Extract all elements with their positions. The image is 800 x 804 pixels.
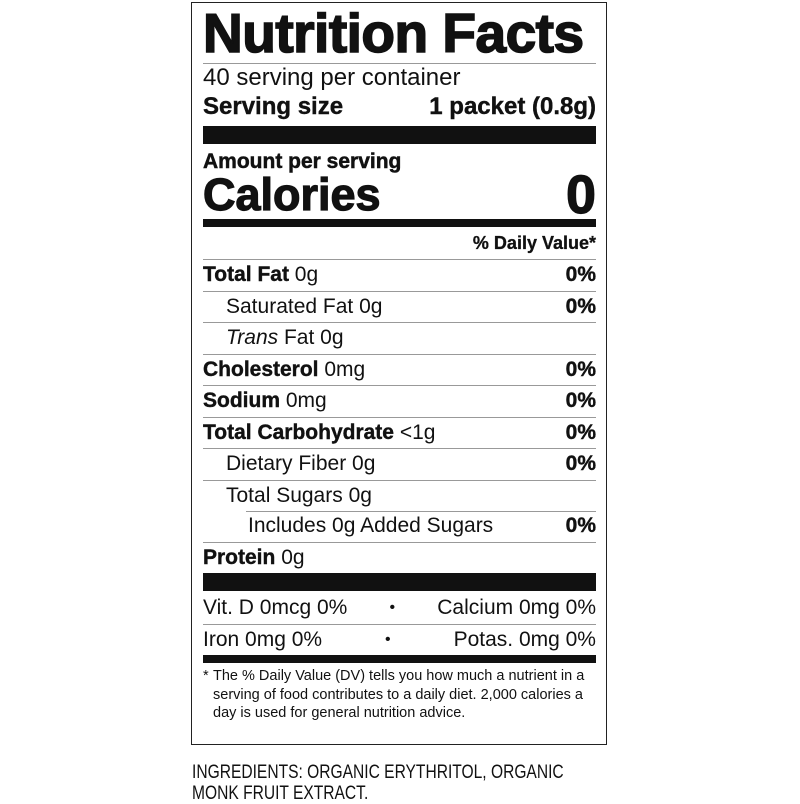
nutrient-dv: 0%	[565, 420, 596, 444]
label-title: Nutrition Facts	[202, 2, 585, 64]
calcium: Calcium 0mg 0%	[437, 595, 596, 619]
nutrient-dv: 0%	[565, 294, 596, 318]
nutrient-name: Dietary Fiber	[226, 452, 347, 476]
footnote-text: The % Daily Value (DV) tells you how muc…	[213, 668, 585, 721]
nutrient-row-total-carbohydrate: Total Carbohydrate <1g 0%	[203, 416, 596, 449]
serving-size-value: 1 packet (0.8g)	[429, 93, 596, 120]
nutrient-amount: 0g	[352, 452, 376, 476]
nutrient-row-total-sugars: Total Sugars 0g	[203, 479, 596, 512]
nutrient-dv: 0%	[565, 389, 596, 413]
nutrient-dv: 0%	[565, 357, 596, 381]
serving-size: Serving size 1 packet (0.8g)	[203, 92, 596, 126]
nutrient-row-saturated-fat: Saturated Fat 0g 0%	[203, 290, 596, 323]
divider	[203, 624, 596, 625]
nutrient-amount: 0g	[294, 263, 319, 287]
nutrient-amount: <1g	[399, 420, 436, 444]
bullet-separator: •	[389, 598, 396, 616]
nutrient-name: Protein	[203, 545, 276, 569]
footnote: * The % Daily Value (DV) tells you how m…	[203, 663, 596, 723]
calories-value: 0	[565, 165, 596, 225]
servings-per-container: 40 serving per container	[203, 64, 461, 91]
nutrient-row-cholesterol: Cholesterol 0mg 0%	[203, 353, 596, 386]
calories-label: Calories	[202, 169, 381, 220]
nutrient-name: Includes 0g Added Sugars	[248, 514, 494, 538]
nutrient-name-rest: Fat	[283, 326, 315, 350]
iron: Iron 0mg 0%	[203, 628, 323, 651]
medium-divider	[203, 655, 596, 663]
nutrient-name: Sodium	[203, 389, 280, 413]
nutrient-amount: 0g	[281, 545, 305, 569]
nutrient-dv: 0%	[565, 514, 596, 538]
vitamin-d: Vit. D 0mcg 0%	[203, 595, 348, 619]
nutrient-name: Total Sugars	[226, 483, 343, 507]
daily-value-header: % Daily Value*	[472, 233, 596, 253]
nutrient-amount: 0g	[359, 294, 383, 318]
amount-per-serving: Amount per serving	[203, 150, 402, 173]
nutrient-row-protein: Protein 0g	[203, 541, 596, 574]
calories: Calories 0	[202, 165, 596, 225]
nutrition-facts-label: Nutrition Facts 40 serving per container…	[191, 2, 607, 745]
vitamin-row: Iron 0mg 0% • Potas. 0mg 0%	[203, 625, 596, 655]
nutrient-name: Total Fat	[203, 263, 289, 287]
bullet-separator: •	[385, 631, 391, 648]
footnote-star: *	[203, 668, 209, 684]
nutrient-amount: 0g	[320, 326, 344, 350]
thick-divider	[203, 126, 596, 144]
nutrient-row-dietary-fiber: Dietary Fiber 0g 0%	[203, 448, 596, 480]
nutrient-amount: 0g	[348, 483, 372, 507]
nutrient-row-added-sugars: Includes 0g Added Sugars 0%	[203, 511, 596, 542]
medium-divider	[203, 219, 596, 227]
nutrient-row-sodium: Sodium 0mg 0%	[203, 385, 596, 417]
serving-size-label: Serving size	[203, 93, 344, 120]
divider	[203, 63, 596, 64]
nutrient-name: Cholesterol	[203, 357, 319, 381]
nutrient-name: Saturated Fat	[226, 294, 354, 318]
nutrient-name: Total Carbohydrate	[203, 420, 394, 444]
vitamin-row: Vit. D 0mcg 0% • Calcium 0mg 0%	[203, 591, 596, 624]
thick-divider	[203, 573, 596, 591]
nutrient-name: Trans	[226, 326, 279, 350]
nutrient-dv: 0%	[565, 263, 596, 287]
nutrient-dv: 0%	[565, 452, 596, 476]
ingredients: INGREDIENTS: ORGANIC ERYTHRITOL, ORGANIC…	[192, 762, 564, 804]
nutrient-row-total-fat: Total Fat 0g 0%	[203, 259, 596, 291]
potassium: Potas. 0mg 0%	[453, 628, 596, 651]
nutrient-amount: 0mg	[324, 357, 366, 381]
nutrient-amount: 0mg	[285, 389, 327, 413]
nutrient-row-trans-fat: Trans Fat 0g	[203, 322, 596, 354]
